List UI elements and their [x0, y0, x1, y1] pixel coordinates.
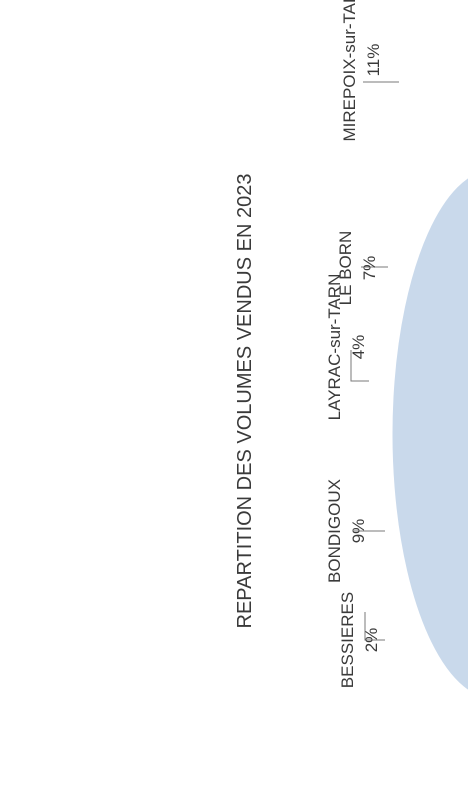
leader-line — [350, 350, 369, 382]
slice-value-label: 11% — [364, 44, 383, 77]
pie-slice-villemur — [391, 168, 468, 700]
slice-value-label: 7% — [360, 256, 379, 281]
slice-label: LAYRAC-sur-TARN — [325, 274, 344, 421]
pie-labels: VILLEMUR67%BESSIERES2%BONDIGOUX9%LAYRAC-… — [325, 0, 383, 688]
slice-label: MIREPOIX-sur-TARN — [340, 0, 359, 142]
slice-label: BONDIGOUX — [325, 479, 344, 583]
chart-title: REPARTITION DES VOLUMES VENDUS EN 2023 — [234, 174, 256, 629]
slice-label: LE BORN — [336, 231, 355, 306]
pie-leader-lines — [350, 81, 399, 641]
slice-label: BESSIERES — [338, 592, 357, 688]
leader-line — [364, 612, 385, 641]
slice-value-label: 2% — [362, 628, 381, 653]
slice-value-label: 9% — [349, 519, 368, 544]
pie-top — [391, 168, 468, 700]
slice-value-label: 4% — [349, 335, 368, 360]
